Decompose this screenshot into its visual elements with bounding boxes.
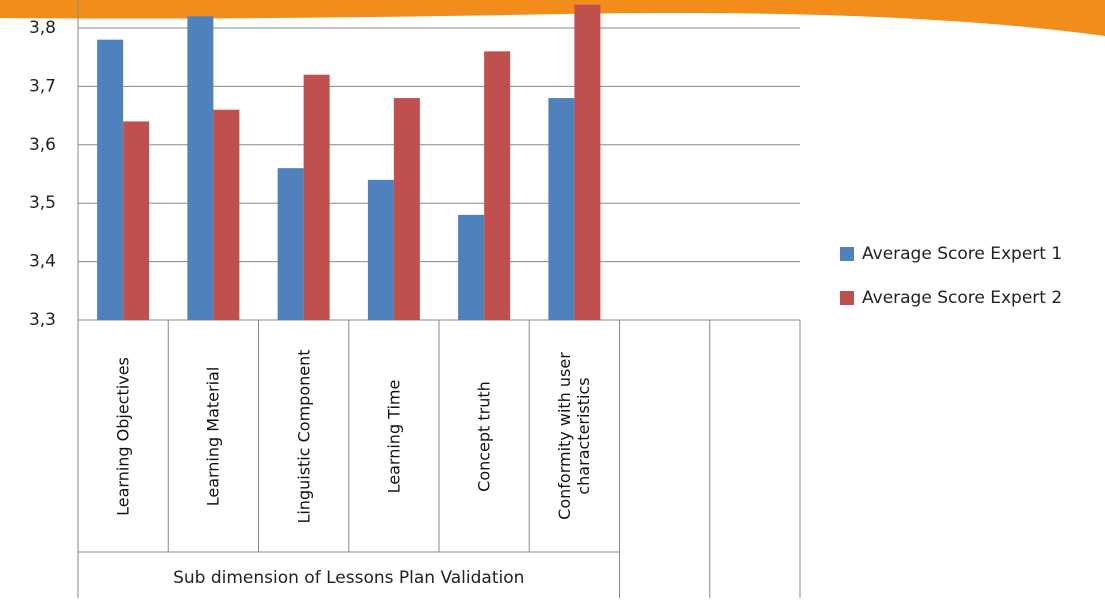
y-tick-label: 3,8 <box>29 18 56 38</box>
x-axis-title: Sub dimension of Lessons Plan Validation <box>173 568 524 588</box>
bar <box>368 180 394 320</box>
chart: 3,3 3,4 3,5 3,6 3,7 3,8 Sub dimension of Lesso… <box>0 0 1105 606</box>
bar <box>304 75 330 320</box>
legend-label: Average Score Expert 2 <box>862 288 1062 308</box>
bar <box>187 16 213 320</box>
bar <box>213 110 239 320</box>
y-tick-label: 3,6 <box>29 135 56 155</box>
y-tick-label: 3,5 <box>29 193 56 213</box>
legend-swatch <box>840 291 854 305</box>
y-tick-label: 3,3 <box>29 310 56 330</box>
x-tick-label: Linguistic Component <box>294 323 313 549</box>
legend-label: Average Score Expert 1 <box>862 244 1062 264</box>
y-tick-label: 3,4 <box>29 252 56 272</box>
x-tick-label: Learning Time <box>384 323 403 549</box>
x-tick-label: Concept truth <box>475 323 494 549</box>
x-tick-label: Learning Material <box>204 323 223 549</box>
bar <box>97 40 123 320</box>
y-tick-label: 3,7 <box>29 76 56 96</box>
legend-swatch <box>840 247 854 261</box>
bar <box>394 98 420 320</box>
bar <box>278 168 304 320</box>
bar <box>484 51 510 320</box>
bar <box>123 121 149 320</box>
banner <box>0 0 1105 36</box>
bar <box>548 98 574 320</box>
x-tick-label: Learning Objectives <box>114 323 133 549</box>
page: 3,3 3,4 3,5 3,6 3,7 3,8 Sub dimension of Lesso… <box>0 0 1105 606</box>
bar <box>458 215 484 320</box>
x-tick-label: Conformity with user characteristics <box>555 323 593 549</box>
bar <box>574 5 600 320</box>
